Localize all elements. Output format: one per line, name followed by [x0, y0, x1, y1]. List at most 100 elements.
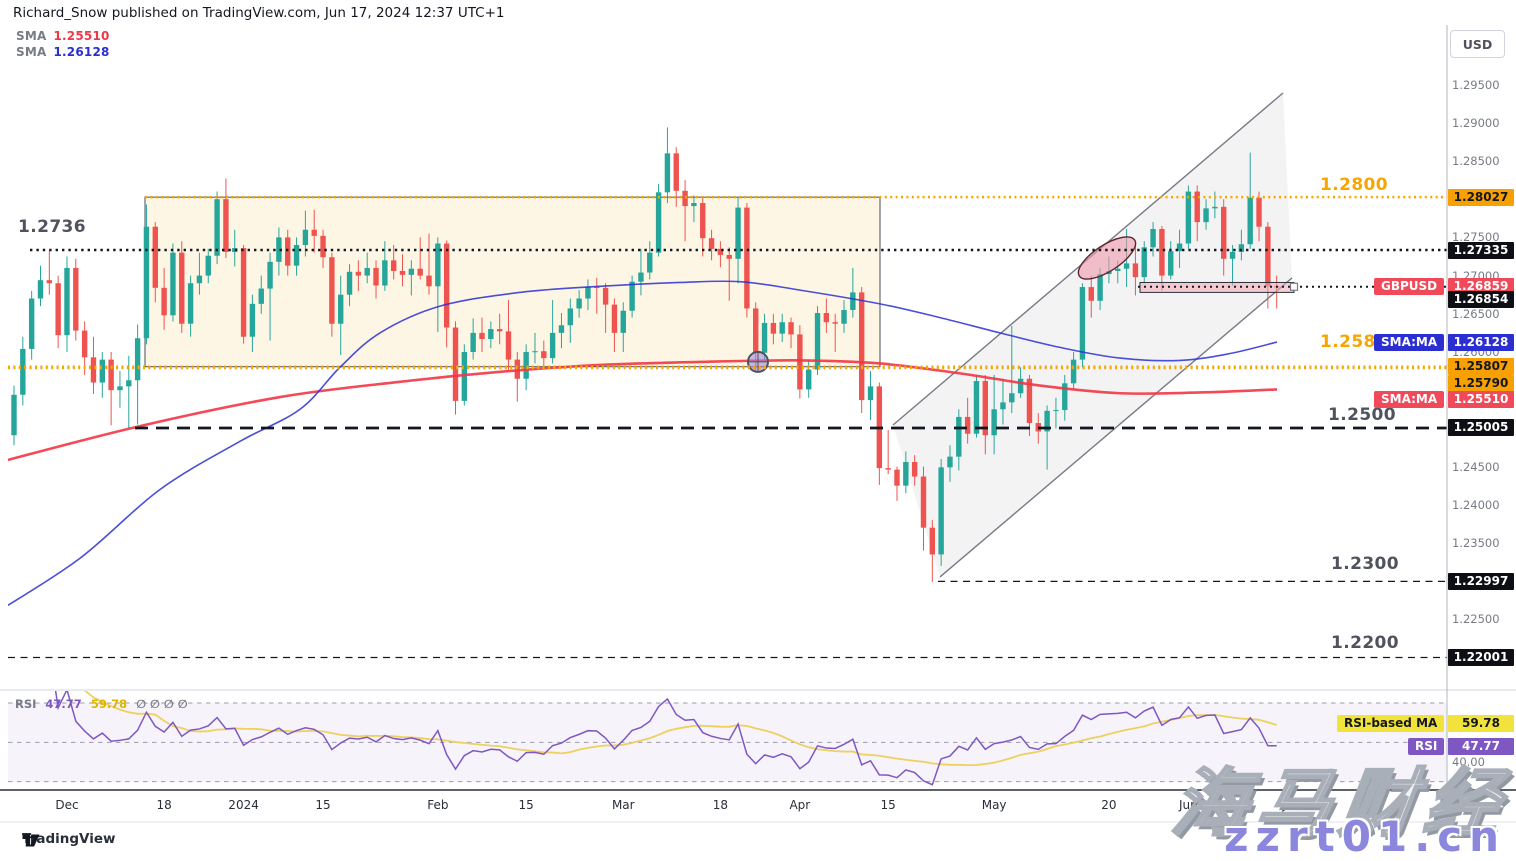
candle-body: [1009, 393, 1015, 403]
candle-body: [753, 308, 759, 353]
rsi-band: [8, 703, 1447, 782]
candle-body: [426, 275, 432, 287]
attribution-text: TradingView: [22, 831, 116, 847]
candle-body: [488, 329, 494, 339]
candle-body: [964, 416, 971, 434]
candle-body: [1221, 206, 1227, 259]
candle-body: [558, 325, 565, 333]
price-axis-label: 1.26859: [1448, 277, 1514, 295]
drawing-handle[interactable]: [1289, 282, 1299, 291]
sma-100-line: [8, 359, 1278, 462]
candle-body: [320, 235, 326, 258]
candle-body: [585, 287, 591, 299]
candle-body: [867, 386, 874, 401]
candle-body: [991, 409, 997, 436]
candle-body: [214, 199, 220, 256]
candle-body: [611, 304, 618, 333]
time-tick-18: 18: [712, 798, 729, 812]
channel-lower-line: [939, 277, 1293, 578]
candle-body: [700, 203, 706, 239]
candle-body: [973, 381, 980, 434]
candle-body: [806, 369, 812, 390]
candle-body: [311, 229, 317, 236]
time-tick-Jul: Jul: [1282, 798, 1298, 812]
candlestick-series: [11, 127, 1280, 582]
candle-body: [832, 322, 838, 324]
candle-body: [161, 287, 167, 316]
candle-body: [390, 260, 397, 272]
candle-body: [1097, 274, 1103, 301]
time-tick-May: May: [981, 798, 1007, 812]
price-tick: 1.29500: [1452, 77, 1500, 92]
candle-body: [717, 248, 724, 255]
candle-body: [143, 226, 150, 339]
series-tag-label: GBPUSD: [1374, 277, 1445, 295]
candle-body: [99, 359, 105, 383]
candle-body: [470, 332, 476, 352]
series-tag-label: RSI-based MA: [1337, 714, 1445, 732]
candle-body: [673, 153, 679, 191]
candle-body: [541, 351, 547, 359]
candle-body: [1123, 263, 1130, 269]
candle-body: [452, 327, 459, 401]
time-tick-15: 15: [880, 798, 896, 812]
candle-body: [602, 287, 609, 305]
candle-body: [134, 338, 141, 381]
candle-body: [911, 461, 918, 477]
candle-body: [55, 283, 61, 336]
time-tick-15: 15: [315, 798, 331, 812]
candle-body: [532, 351, 538, 353]
tradingview-logo-icon: [22, 834, 40, 847]
candle-body: [920, 476, 927, 528]
rsi-tick: 40.00: [1452, 755, 1485, 769]
candle-body: [638, 272, 644, 282]
price-tick: 1.27500: [1452, 230, 1500, 245]
candle-body: [1159, 228, 1165, 276]
candle-body: [417, 268, 423, 276]
candle-body: [11, 394, 17, 436]
candle-body: [479, 332, 485, 339]
candle-body: [108, 359, 114, 391]
price-tick: 1.22500: [1452, 612, 1500, 627]
price-axis-label: 1.26854: [1448, 291, 1514, 309]
time-tick-Jun: Jun: [1179, 798, 1198, 812]
candle-body: [938, 467, 944, 555]
candle-body: [982, 381, 988, 436]
candle-body: [28, 298, 35, 349]
candle-body: [682, 190, 688, 207]
candle-body: [152, 226, 158, 288]
candle-body: [1247, 197, 1253, 245]
time-tick-Mar: Mar: [611, 798, 635, 812]
time-tick-Apr: Apr: [789, 798, 811, 812]
time-tick-18: 18: [156, 798, 172, 812]
price-pane: [8, 92, 1295, 607]
candle-body: [1132, 263, 1139, 278]
candle-body: [346, 271, 353, 295]
candle-body: [329, 257, 335, 324]
candle-body: [364, 267, 370, 276]
series-tag-label: RSI: [1408, 738, 1445, 756]
candle-body: [293, 245, 300, 266]
candle-body: [1017, 378, 1024, 394]
currency-toggle-button[interactable]: USD: [1450, 30, 1505, 58]
candle-body: [567, 308, 573, 326]
candle-body: [850, 292, 856, 310]
candle-body: [708, 238, 715, 249]
range-box-drawing: [144, 196, 881, 368]
candle-body: [1115, 268, 1121, 272]
tradingview-attribution-link[interactable]: TradingView: [22, 831, 116, 847]
price-tick: 1.26500: [1452, 306, 1500, 321]
candle-body: [196, 275, 203, 284]
candle-body: [1079, 287, 1086, 360]
time-tick-Dec: Dec: [55, 798, 79, 812]
candle-body: [823, 313, 830, 323]
candle-body: [373, 267, 379, 286]
candle-body: [1265, 226, 1271, 287]
candle-body: [276, 237, 282, 262]
candle-body: [1053, 410, 1059, 412]
price-axis-label: 1.26128: [1448, 333, 1514, 351]
candle-body: [170, 252, 176, 316]
price-axis-label: 59.78: [1448, 714, 1514, 732]
